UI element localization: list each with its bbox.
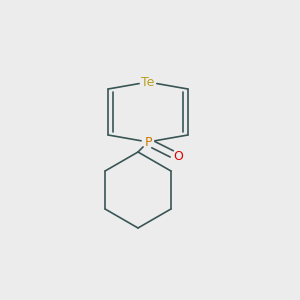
- Text: P: P: [144, 136, 152, 148]
- Text: O: O: [173, 151, 183, 164]
- Text: Te: Te: [141, 76, 155, 88]
